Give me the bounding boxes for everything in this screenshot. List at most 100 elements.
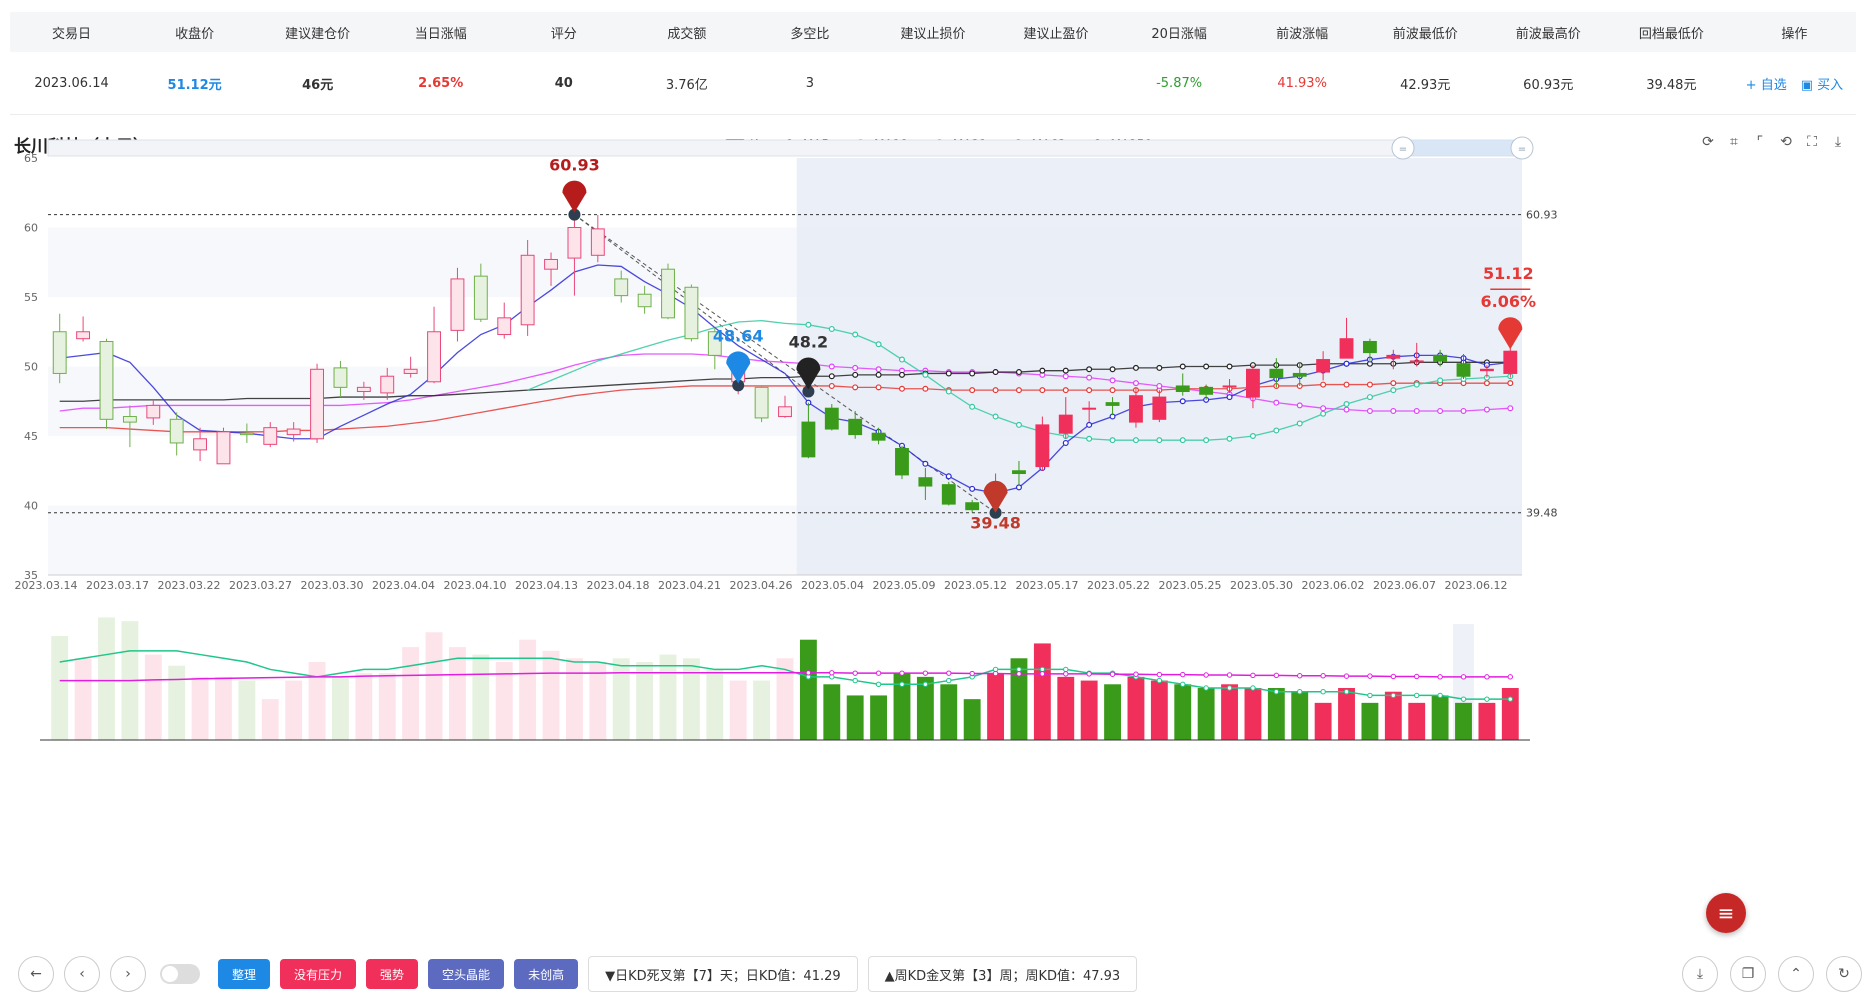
col-header: 当日涨幅 [414, 26, 467, 42]
table-header: 交易日 收盘价 建议建仓价 当日涨幅 评分 成交额 多空比 建议止损价 建议止盈… [10, 12, 1856, 52]
back-icon[interactable]: ← [18, 956, 54, 992]
candle [778, 406, 792, 418]
candle [1175, 385, 1190, 393]
ma18-line-point [922, 371, 929, 378]
x-tick-label: 2023.04.10 [444, 579, 507, 592]
y-tick-label: 40 [24, 500, 38, 513]
scroll-top-icon[interactable]: ⌃ [1778, 956, 1814, 992]
x-tick-label: 2023.04.04 [372, 579, 435, 592]
ma18-line-point [969, 403, 976, 410]
candle [567, 227, 582, 259]
tag-button[interactable]: 强势 [366, 959, 419, 989]
volume-bar [963, 699, 981, 740]
ma63-line-point [1320, 381, 1327, 388]
volume-ma-line-point [1320, 673, 1326, 679]
volume-ma-line-point [1460, 696, 1467, 702]
x-tick-label: 2023.03.30 [301, 579, 364, 592]
volume-ma-line-point [922, 670, 929, 676]
tag-button[interactable]: 没有压力 [280, 959, 357, 989]
volume-ma-line-point [922, 681, 929, 687]
candle [99, 340, 114, 420]
tag-button[interactable]: 空头晶能 [428, 959, 505, 989]
candle [848, 418, 863, 436]
candle [1129, 395, 1143, 423]
crop-icon[interactable]: ⌗ [1730, 134, 1738, 150]
candle [427, 331, 441, 383]
candle [473, 275, 488, 320]
candle [1222, 385, 1237, 388]
ma31-line-point [1460, 407, 1467, 414]
y-tick-label: 35 [24, 569, 38, 582]
volume-bar [1291, 691, 1309, 740]
candle [356, 386, 371, 393]
ma250-line-point [945, 370, 952, 377]
add-watch-button[interactable]: + 自选 [1745, 77, 1787, 93]
download-icon[interactable]: ⤓ [1682, 956, 1718, 992]
volume-bar [425, 632, 443, 740]
candle [193, 438, 208, 451]
refresh-icon[interactable]: ⟳ [1702, 134, 1714, 150]
tag-button[interactable]: 整理 [218, 959, 271, 989]
volume-ma-line-point [1437, 692, 1443, 699]
x-tick-label: 2023.03.27 [229, 579, 292, 592]
ma31-line-point [1343, 406, 1350, 413]
volume-bar [332, 676, 349, 740]
ma31-line-point [852, 364, 859, 371]
volume-bar [1033, 643, 1051, 740]
buy-button[interactable]: ▣ 买入 [1800, 77, 1844, 93]
bottom-toolbar: ← ‹ › 整理 没有压力 强势 空头晶能 未创高 ▼日KD死叉第【7】天；日KD值：4… [18, 956, 1138, 992]
x-tick-label: 2023.06.02 [1302, 579, 1365, 592]
crop-reset-icon[interactable]: ⌜ [1756, 134, 1764, 150]
tag-button[interactable]: 未创高 [514, 959, 579, 989]
candle [122, 416, 137, 423]
copy-icon[interactable]: ❐ [1730, 956, 1766, 992]
volume-bar [1408, 702, 1426, 740]
ma250-line-point [1015, 369, 1022, 376]
menu-icon[interactable]: ≡ [1706, 893, 1746, 933]
volume-bar [51, 636, 69, 740]
candle [76, 331, 91, 340]
ma5-line-point [1015, 484, 1022, 491]
prev-icon[interactable]: ‹ [64, 956, 100, 992]
toggle-switch[interactable] [160, 964, 200, 984]
ma31-line-point [1437, 407, 1444, 414]
candle [380, 375, 395, 394]
zoom-slider [47, 139, 1523, 157]
next-icon[interactable]: › [110, 956, 146, 992]
volume-bar [1221, 684, 1238, 740]
candle [216, 431, 231, 465]
col-header: 成交额 [667, 26, 707, 42]
volume-ma-line-point [1016, 671, 1022, 677]
ma31-line-point [1132, 380, 1139, 387]
ma250-line-point [992, 369, 999, 376]
candle [520, 254, 535, 326]
ma5-line [59, 264, 1511, 494]
x-tick-label: 2023.05.12 [944, 579, 1007, 592]
x-tick-label: 2023.06.12 [1445, 579, 1508, 592]
y-tick-label: 50 [24, 361, 38, 374]
volume-bar [238, 680, 256, 740]
ma18-line-point [1343, 401, 1350, 408]
x-tick-label: 2023.05.04 [801, 579, 864, 592]
ma250-line-point [852, 371, 859, 378]
ma18-line-point [1296, 420, 1303, 427]
ops-group: + 自选 ▣ 买入 [1733, 74, 1856, 93]
ma31-line-point [1390, 407, 1397, 414]
volume-bar [1127, 676, 1145, 740]
x-tick-label: 2023.05.30 [1230, 579, 1293, 592]
volume-ma-line-point [852, 677, 858, 684]
volume-ma-line-point [1039, 666, 1046, 673]
restore-icon[interactable]: ⟲ [1780, 134, 1792, 150]
reload-icon[interactable]: ↻ [1826, 956, 1862, 992]
volume-bar [1478, 702, 1496, 740]
fullscreen-icon[interactable]: ⛶ [1807, 134, 1817, 150]
ops-cell: + 自选 ▣ 买入 [1733, 74, 1856, 93]
wave-low-cell: 42.93元 [1400, 77, 1451, 93]
volume-bar [682, 658, 700, 740]
ma250-line-point [1226, 363, 1233, 370]
ma63-line [59, 382, 1511, 433]
volume-ma-line-point [852, 670, 858, 676]
download-chart-icon[interactable]: ⤓ [1834, 134, 1842, 150]
candle [263, 427, 278, 445]
ma250-line-point [1156, 364, 1163, 371]
